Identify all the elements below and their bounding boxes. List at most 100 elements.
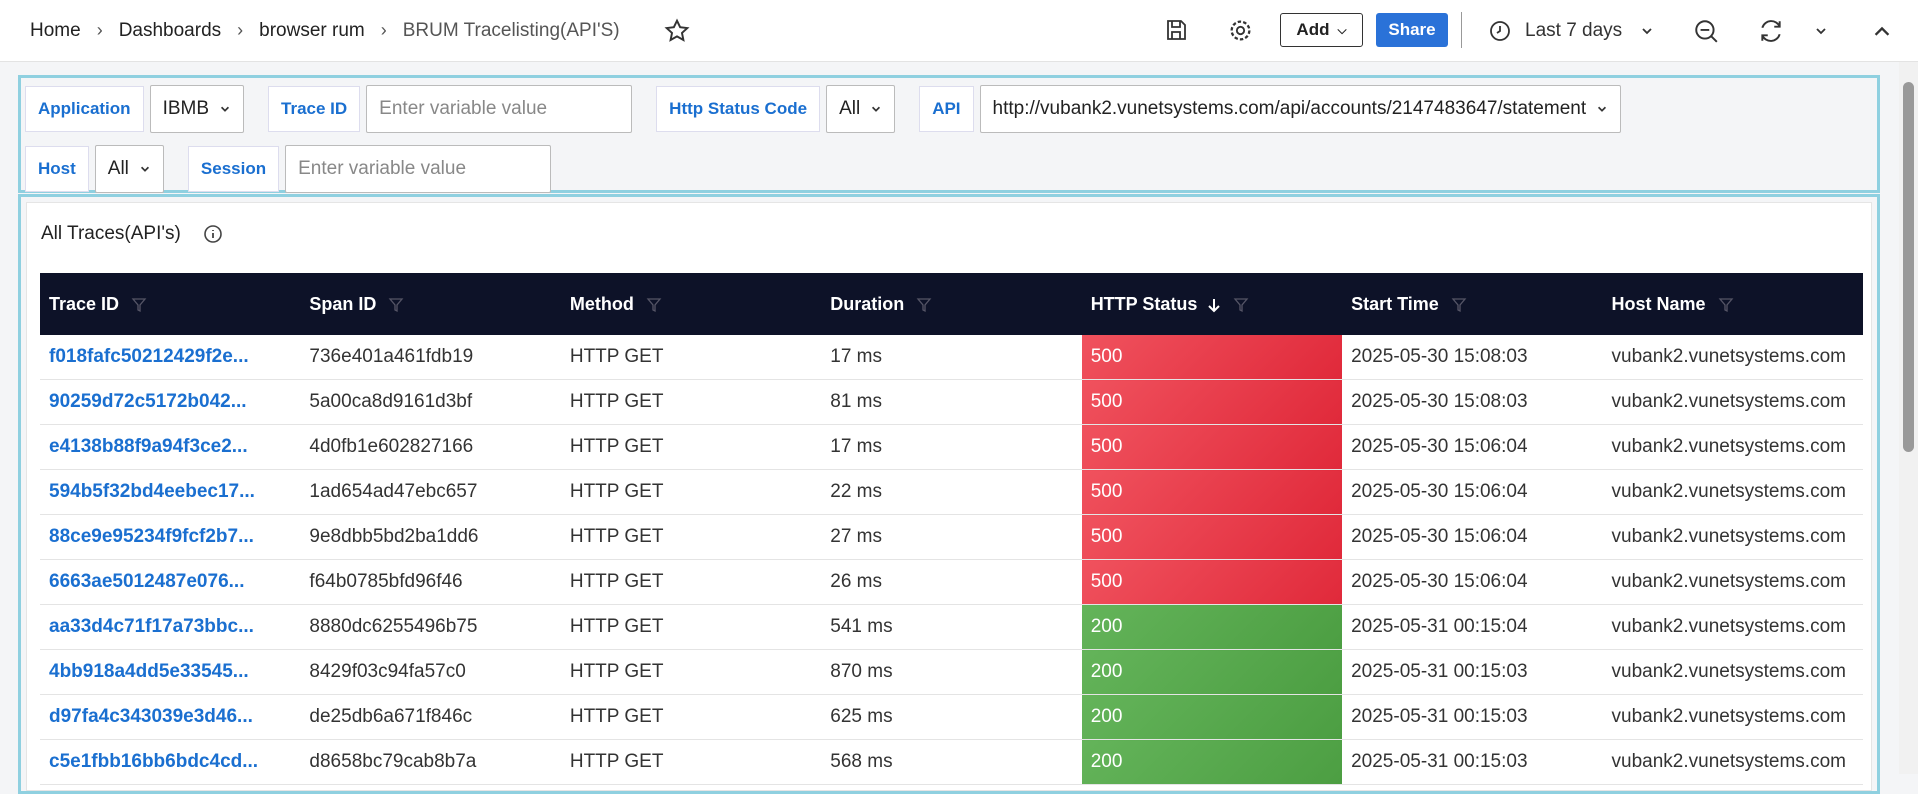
variable-input[interactable]: Enter variable value xyxy=(285,145,552,193)
scrollbar[interactable] xyxy=(1899,62,1918,774)
trace-link[interactable]: 594b5f32bd4eebec17... xyxy=(40,469,301,515)
variable-select[interactable]: IBMB xyxy=(149,85,245,133)
table-row: e4138b88f9a94f3ce2... 4d0fb1e602827166 HTT… xyxy=(40,424,1863,470)
table-cell: 500 xyxy=(1081,469,1343,515)
column-title: Trace ID xyxy=(49,293,120,314)
save-icon[interactable] xyxy=(1164,18,1188,42)
breadcrumbs: Home › Dashboards › browser rum › BRUM Traceli… xyxy=(30,0,620,61)
table-cell: HTTP GET xyxy=(560,604,822,650)
variable-value: IBMB xyxy=(162,98,210,119)
variables-panel: Application IBMB Trace ID Enter variable va… xyxy=(18,75,1880,193)
star-icon[interactable] xyxy=(664,18,690,44)
table-cell: vubank2.vunetsystems.com xyxy=(1602,379,1863,425)
divider xyxy=(1461,12,1462,48)
variable-select[interactable]: All xyxy=(94,145,164,193)
table-cell: vubank2.vunetsystems.com xyxy=(1602,335,1863,380)
table-cell: vubank2.vunetsystems.com xyxy=(1602,694,1863,740)
table-cell: 5a00ca8d9161d3bf xyxy=(300,379,561,425)
table-cell: 500 xyxy=(1081,379,1343,425)
variable-row: Host All Session Enter variable value xyxy=(25,145,575,193)
table-cell: 2025-05-31 00:15:04 xyxy=(1342,604,1603,650)
column-header[interactable]: Host Name xyxy=(1602,273,1863,335)
table-cell: 2025-05-30 15:08:03 xyxy=(1342,379,1603,425)
table-row: f018fafc50212429f2e... 736e401a461fdb19 HT… xyxy=(40,335,1863,380)
table-cell: 200 xyxy=(1081,649,1343,695)
settings-icon[interactable] xyxy=(1228,18,1253,43)
column-header[interactable]: Duration xyxy=(821,273,1082,335)
variable-value: All xyxy=(107,158,129,179)
panel-body: All Traces(API's) Trace ID Span ID Method D… xyxy=(26,202,1872,791)
variable-label: Trace ID xyxy=(268,86,361,132)
add-button[interactable]: Add ⌵ xyxy=(1280,13,1363,47)
table-cell: 2025-05-30 15:06:04 xyxy=(1342,559,1603,605)
trace-link[interactable]: e4138b88f9a94f3ce2... xyxy=(40,424,301,470)
variable-input[interactable]: Enter variable value xyxy=(366,85,633,133)
table-cell: HTTP GET xyxy=(560,514,822,560)
breadcrumb[interactable]: Dashboards xyxy=(118,19,222,41)
column-header[interactable]: Start Time xyxy=(1342,273,1603,335)
table-cell: 4d0fb1e602827166 xyxy=(300,424,561,470)
table-cell: HTTP GET xyxy=(560,649,822,695)
column-header[interactable]: HTTP Status xyxy=(1081,273,1343,335)
trace-link[interactable]: 6663ae5012487e076... xyxy=(40,559,301,605)
column-title: Span ID xyxy=(309,293,377,314)
collapse-icon[interactable] xyxy=(1873,22,1891,40)
table-cell: vubank2.vunetsystems.com xyxy=(1602,559,1863,605)
traces-panel: All Traces(API's) Trace ID Span ID Method D… xyxy=(18,194,1880,794)
trace-link[interactable]: 90259d72c5172b042... xyxy=(40,379,301,425)
column-header[interactable]: Method xyxy=(560,273,822,335)
table-cell: 22 ms xyxy=(821,469,1082,515)
column-header[interactable]: Trace ID xyxy=(40,273,301,335)
trace-link[interactable]: f018fafc50212429f2e... xyxy=(40,335,301,380)
table-cell: 17 ms xyxy=(821,424,1082,470)
table-cell: 2025-05-31 00:15:03 xyxy=(1342,694,1603,740)
column-title: Start Time xyxy=(1351,293,1439,314)
table-cell: HTTP GET xyxy=(560,379,822,425)
time-picker[interactable]: Last 7 days xyxy=(1488,0,1654,61)
table-cell: vubank2.vunetsystems.com xyxy=(1602,604,1863,650)
share-button[interactable]: Share xyxy=(1376,13,1448,47)
table-cell: 200 xyxy=(1081,739,1343,785)
panel-header: All Traces(API's) xyxy=(41,223,223,245)
table-cell: 27 ms xyxy=(821,514,1082,560)
table-cell: 500 xyxy=(1081,424,1343,470)
column-header[interactable]: Span ID xyxy=(300,273,561,335)
breadcrumb[interactable]: browser rum xyxy=(259,19,365,41)
table-cell: HTTP GET xyxy=(560,335,822,380)
table-cell: 2025-05-31 00:15:03 xyxy=(1342,649,1603,695)
scroll-thumb[interactable] xyxy=(1903,82,1914,452)
trace-link[interactable]: 4bb918a4dd5e33545... xyxy=(40,649,301,695)
table-row: 90259d72c5172b042... 5a00ca8d9161d3bf HTTP… xyxy=(40,379,1863,425)
refresh-icon[interactable] xyxy=(1758,18,1784,44)
trace-link[interactable]: aa33d4c71f17a73bbc... xyxy=(40,604,301,650)
table-cell: 500 xyxy=(1081,335,1343,380)
refresh-menu[interactable] xyxy=(1814,24,1828,38)
zoom-out-icon[interactable] xyxy=(1693,18,1719,44)
variable-select[interactable]: http://vubank2.vunetsystems.com/api/acco… xyxy=(979,85,1622,133)
variable-row: Application IBMB Trace ID Enter variable va… xyxy=(25,85,1645,133)
table-cell: 500 xyxy=(1081,559,1343,605)
chevron xyxy=(1642,27,1652,34)
table-row: 4bb918a4dd5e33545... 8429f03c94fa57c0 HTTP… xyxy=(40,649,1863,695)
breadcrumb[interactable]: Home xyxy=(30,19,81,41)
share-label: Share xyxy=(1388,20,1436,39)
header-row: Trace ID Span ID Method Duration HTTP Status… xyxy=(40,273,1863,335)
table-cell: 200 xyxy=(1081,604,1343,650)
table-row: d97fa4c343039e3d46... de25db6a671f846c HTT… xyxy=(40,694,1863,740)
table-cell: vubank2.vunetsystems.com xyxy=(1602,469,1863,515)
table-row: aa33d4c71f17a73bbc... 8880dc6255496b75 HTT… xyxy=(40,604,1863,650)
trace-link[interactable]: 88ce9e95234f9fcf2b7... xyxy=(40,514,301,560)
variable-label: Session xyxy=(187,146,280,192)
table-cell: vubank2.vunetsystems.com xyxy=(1602,649,1863,695)
trace-link[interactable]: c5e1fbb16bb6bdc4cd... xyxy=(40,739,301,785)
table-cell: 8880dc6255496b75 xyxy=(300,604,561,650)
column-title: Host Name xyxy=(1611,293,1706,314)
table-cell: vubank2.vunetsystems.com xyxy=(1602,514,1863,560)
info-icon[interactable] xyxy=(203,224,223,244)
variable-select[interactable]: All xyxy=(826,85,896,133)
table-cell: 500 xyxy=(1081,514,1343,560)
traces-table: Trace ID Span ID Method Duration HTTP Status… xyxy=(40,273,1863,785)
table-cell: 81 ms xyxy=(821,379,1082,425)
trace-link[interactable]: d97fa4c343039e3d46... xyxy=(40,694,301,740)
table-cell: HTTP GET xyxy=(560,424,822,470)
